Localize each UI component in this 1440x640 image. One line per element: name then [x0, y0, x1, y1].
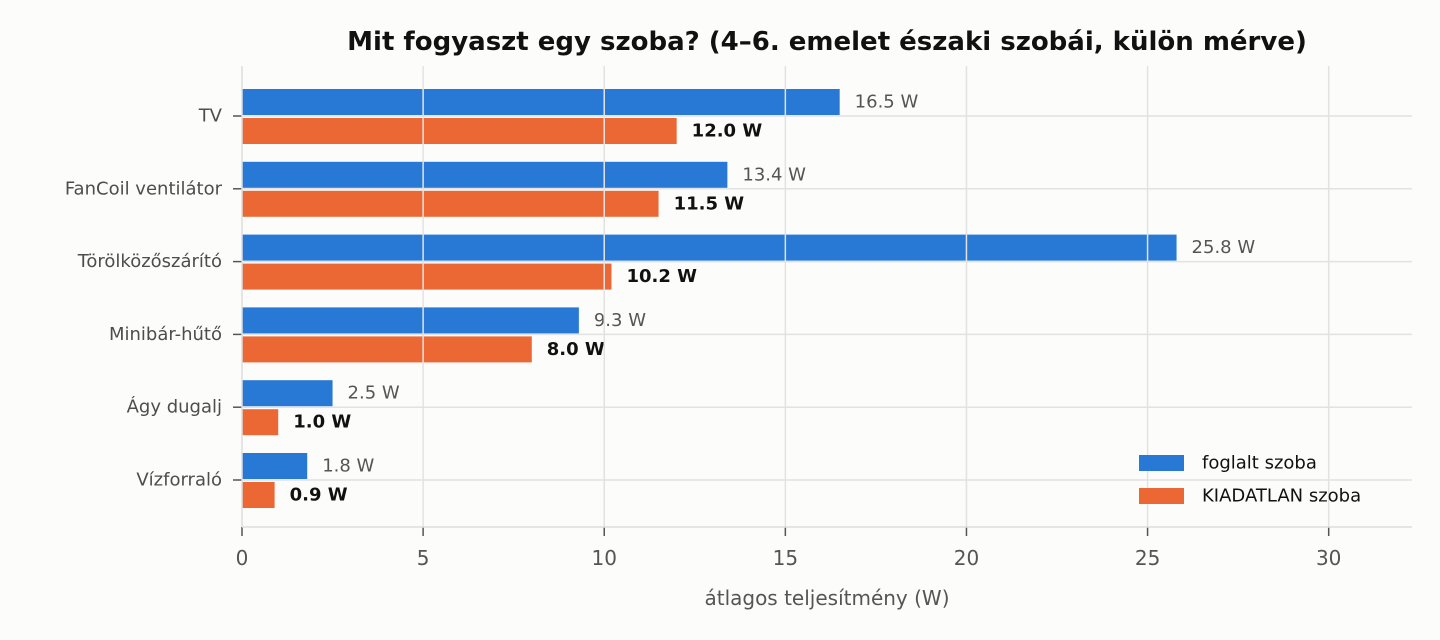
bar-kiadatlan [242, 190, 659, 217]
bar-foglalt [242, 380, 333, 407]
value-label-foglalt: 9.3 W [594, 310, 646, 331]
value-label-kiadatlan: 8.0 W [547, 339, 605, 360]
y-tick-label: Törölközőszárító [77, 251, 222, 272]
value-label-kiadatlan: 10.2 W [626, 266, 697, 287]
y-tick-label: FanCoil ventilátor [65, 178, 223, 199]
bar-foglalt [242, 234, 1177, 261]
axes: TV FanCoil ventilátor Törölközőszárító Mini… [65, 66, 1412, 570]
value-label-kiadatlan: 1.0 W [293, 412, 351, 433]
value-label-kiadatlan: 12.0 W [692, 121, 763, 142]
y-tick-label: TV [198, 106, 223, 127]
value-label-foglalt: 25.8 W [1192, 237, 1256, 258]
bar-kiadatlan [242, 409, 279, 436]
x-tick-label: 30 [1316, 546, 1341, 570]
x-tick-label: 10 [592, 546, 617, 570]
x-tick-label: 20 [954, 546, 979, 570]
legend-swatch [1139, 488, 1184, 504]
bar-kiadatlan [242, 118, 677, 144]
bar-kiadatlan [242, 482, 275, 508]
y-tick-label: Ágy dugalj [127, 396, 222, 418]
value-label-foglalt: 16.5 W [855, 92, 919, 113]
value-label-foglalt: 13.4 W [742, 164, 806, 185]
bar-foglalt [242, 307, 579, 334]
grid [242, 115, 1412, 481]
x-tick-label: 25 [1135, 546, 1160, 570]
chart-title: Mit fogyaszt egy szoba? (4–6. emelet ész… [347, 27, 1307, 57]
bars: 16.5 W 12.0 W 13.4 W 11.5 W 25.8 W 10.2 W 9.3 … [242, 89, 1255, 508]
bar-kiadatlan [242, 336, 532, 363]
bar-foglalt [242, 89, 840, 115]
x-tick-label: 0 [236, 546, 249, 570]
legend-swatch [1139, 455, 1184, 471]
y-tick-label: Vízforraló [136, 470, 222, 491]
legend-label: KIADATLAN szoba [1202, 486, 1361, 507]
x-axis-title: átlagos teljesítmény (W) [704, 586, 949, 610]
y-tick-label: Minibár-hűtő [109, 324, 222, 345]
value-label-foglalt: 1.8 W [322, 456, 374, 477]
bar-foglalt [242, 161, 728, 188]
value-label-kiadatlan: 0.9 W [290, 485, 348, 506]
bar-kiadatlan [242, 263, 612, 290]
legend: foglalt szoba KIADATLAN szoba [1139, 453, 1361, 507]
bar-foglalt [242, 453, 308, 479]
legend-label: foglalt szoba [1202, 453, 1317, 474]
value-label-kiadatlan: 11.5 W [674, 193, 745, 214]
value-label-foglalt: 2.5 W [348, 383, 400, 404]
x-tick-label: 15 [773, 546, 798, 570]
x-tick-label: 5 [417, 546, 430, 570]
